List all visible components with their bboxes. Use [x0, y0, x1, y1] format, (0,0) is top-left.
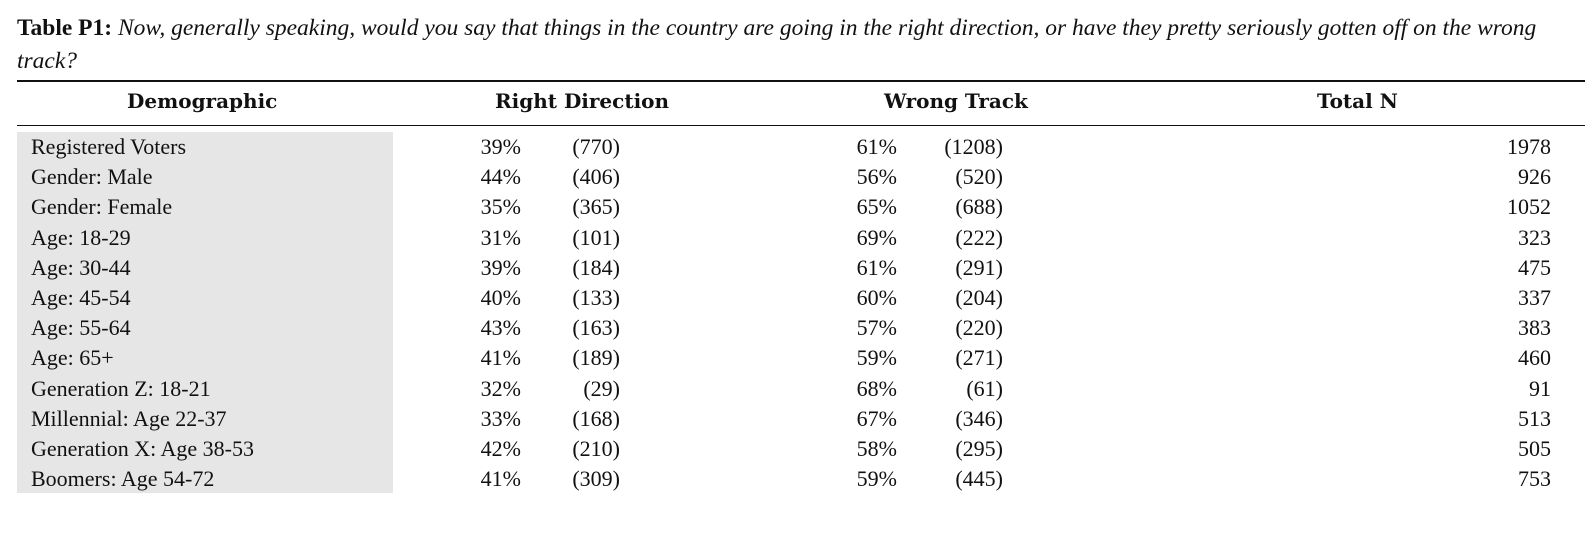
right-direction-percent: 41% [480, 466, 521, 492]
table-row: Age: 65+ 41% (189) 59% (271) 460 [0, 343, 1596, 373]
wrong-track-count: (220) [955, 315, 1003, 341]
right-direction-percent: 35% [480, 194, 521, 220]
table-row: Generation Z: 18-21 32% (29) 68% (61) 91 [0, 374, 1596, 404]
table-question: Now, generally speaking, would you say t… [17, 15, 1537, 74]
right-direction-count: (365) [572, 194, 620, 220]
right-direction-percent: 42% [480, 435, 521, 461]
header-right-direction: Right Direction [495, 89, 670, 113]
wrong-track-percent: 56% [856, 164, 897, 190]
wrong-track-count: (204) [955, 284, 1003, 310]
header-demographic: Demographic [127, 89, 278, 113]
right-direction-percent: 41% [480, 345, 521, 371]
total-n-cell: 513 [1518, 405, 1551, 431]
right-direction-count: (101) [572, 224, 620, 250]
wrong-track-count: (520) [955, 164, 1003, 190]
right-direction-percent: 39% [480, 134, 521, 159]
wrong-track-percent: 61% [856, 254, 897, 280]
wrong-track-percent: 57% [856, 315, 897, 341]
demographic-cell: Age: 65+ [31, 345, 114, 371]
demographic-cell: Gender: Male [31, 164, 153, 190]
wrong-track-count: (1208) [944, 134, 1003, 159]
wrong-track-percent: 60% [856, 284, 897, 310]
wrong-track-percent: 58% [856, 435, 897, 461]
demographic-cell: Age: 18-29 [31, 224, 131, 250]
table-row: Gender: Female 35% (365) 65% (688) 1052 [0, 192, 1596, 222]
demographic-cell: Age: 30-44 [31, 254, 131, 280]
right-direction-percent: 39% [480, 254, 521, 280]
table-label: Table P1: [17, 15, 113, 41]
total-n-cell: 475 [1518, 254, 1551, 280]
demographic-cell: Registered Voters [31, 134, 186, 159]
table-row: Age: 30-44 39% (184) 61% (291) 475 [0, 253, 1596, 283]
right-direction-count: (210) [572, 435, 620, 461]
wrong-track-count: (445) [955, 466, 1003, 492]
table-body: Registered Voters 39% (770) 61% (1208) 1978 Ge… [0, 132, 1596, 494]
table-row: Age: 55-64 43% (163) 57% (220) 383 [0, 313, 1596, 343]
right-direction-count: (163) [572, 315, 620, 341]
demographic-cell: Boomers: Age 54-72 [31, 466, 215, 492]
demographic-cell: Generation X: Age 38-53 [31, 435, 254, 461]
total-n-cell: 926 [1518, 164, 1551, 190]
demographic-cell: Gender: Female [31, 194, 173, 220]
table-row: Age: 18-29 31% (101) 69% (222) 323 [0, 223, 1596, 253]
total-n-cell: 505 [1518, 435, 1551, 461]
table-row: Generation X: Age 38-53 42% (210) 58% (295) 5… [0, 434, 1596, 464]
total-n-cell: 460 [1518, 345, 1551, 371]
right-direction-count: (29) [583, 375, 620, 401]
demographic-cell: Age: 45-54 [31, 284, 131, 310]
total-n-cell: 91 [1529, 375, 1551, 401]
right-direction-percent: 31% [480, 224, 521, 250]
wrong-track-count: (61) [966, 375, 1003, 401]
demographic-column-shading [17, 132, 393, 493]
total-n-cell: 753 [1518, 466, 1551, 492]
right-direction-percent: 43% [480, 315, 521, 341]
right-direction-count: (168) [572, 405, 620, 431]
total-n-cell: 323 [1518, 224, 1551, 250]
right-direction-percent: 44% [480, 164, 521, 190]
wrong-track-percent: 61% [856, 134, 897, 159]
right-direction-count: (406) [572, 164, 620, 190]
total-n-cell: 1978 [1507, 134, 1551, 159]
wrong-track-percent: 59% [856, 466, 897, 492]
table-row: Registered Voters 39% (770) 61% (1208) 1978 [0, 132, 1596, 162]
wrong-track-percent: 69% [856, 224, 897, 250]
table-row: Millennial: Age 22-37 33% (168) 67% (346) 513 [0, 404, 1596, 434]
wrong-track-count: (295) [955, 435, 1003, 461]
right-direction-count: (770) [572, 134, 620, 159]
right-direction-count: (309) [572, 466, 620, 492]
right-direction-percent: 33% [480, 405, 521, 431]
wrong-track-count: (346) [955, 405, 1003, 431]
right-direction-count: (184) [572, 254, 620, 280]
right-direction-count: (189) [572, 345, 620, 371]
demographic-cell: Age: 55-64 [31, 315, 131, 341]
header-total-n: Total N [1317, 89, 1398, 113]
wrong-track-percent: 67% [856, 405, 897, 431]
right-direction-count: (133) [572, 284, 620, 310]
wrong-track-count: (222) [955, 224, 1003, 250]
table-row: Age: 45-54 40% (133) 60% (204) 337 [0, 283, 1596, 313]
demographic-cell: Millennial: Age 22-37 [31, 405, 227, 431]
wrong-track-count: (688) [955, 194, 1003, 220]
right-direction-percent: 40% [480, 284, 521, 310]
top-rule [17, 80, 1585, 82]
table-caption: Table P1: Now, generally speaking, would… [17, 12, 1587, 78]
wrong-track-percent: 65% [856, 194, 897, 220]
header-rule [17, 125, 1585, 126]
total-n-cell: 337 [1518, 284, 1551, 310]
table-row: Gender: Male 44% (406) 56% (520) 926 [0, 162, 1596, 192]
wrong-track-count: (271) [955, 345, 1003, 371]
wrong-track-count: (291) [955, 254, 1003, 280]
wrong-track-percent: 68% [856, 375, 897, 401]
header-wrong-track: Wrong Track [884, 89, 1028, 113]
wrong-track-percent: 59% [856, 345, 897, 371]
table-row: Boomers: Age 54-72 41% (309) 59% (445) 753 [0, 464, 1596, 494]
demographic-cell: Generation Z: 18-21 [31, 375, 211, 401]
right-direction-percent: 32% [480, 375, 521, 401]
total-n-cell: 383 [1518, 315, 1551, 341]
total-n-cell: 1052 [1507, 194, 1551, 220]
